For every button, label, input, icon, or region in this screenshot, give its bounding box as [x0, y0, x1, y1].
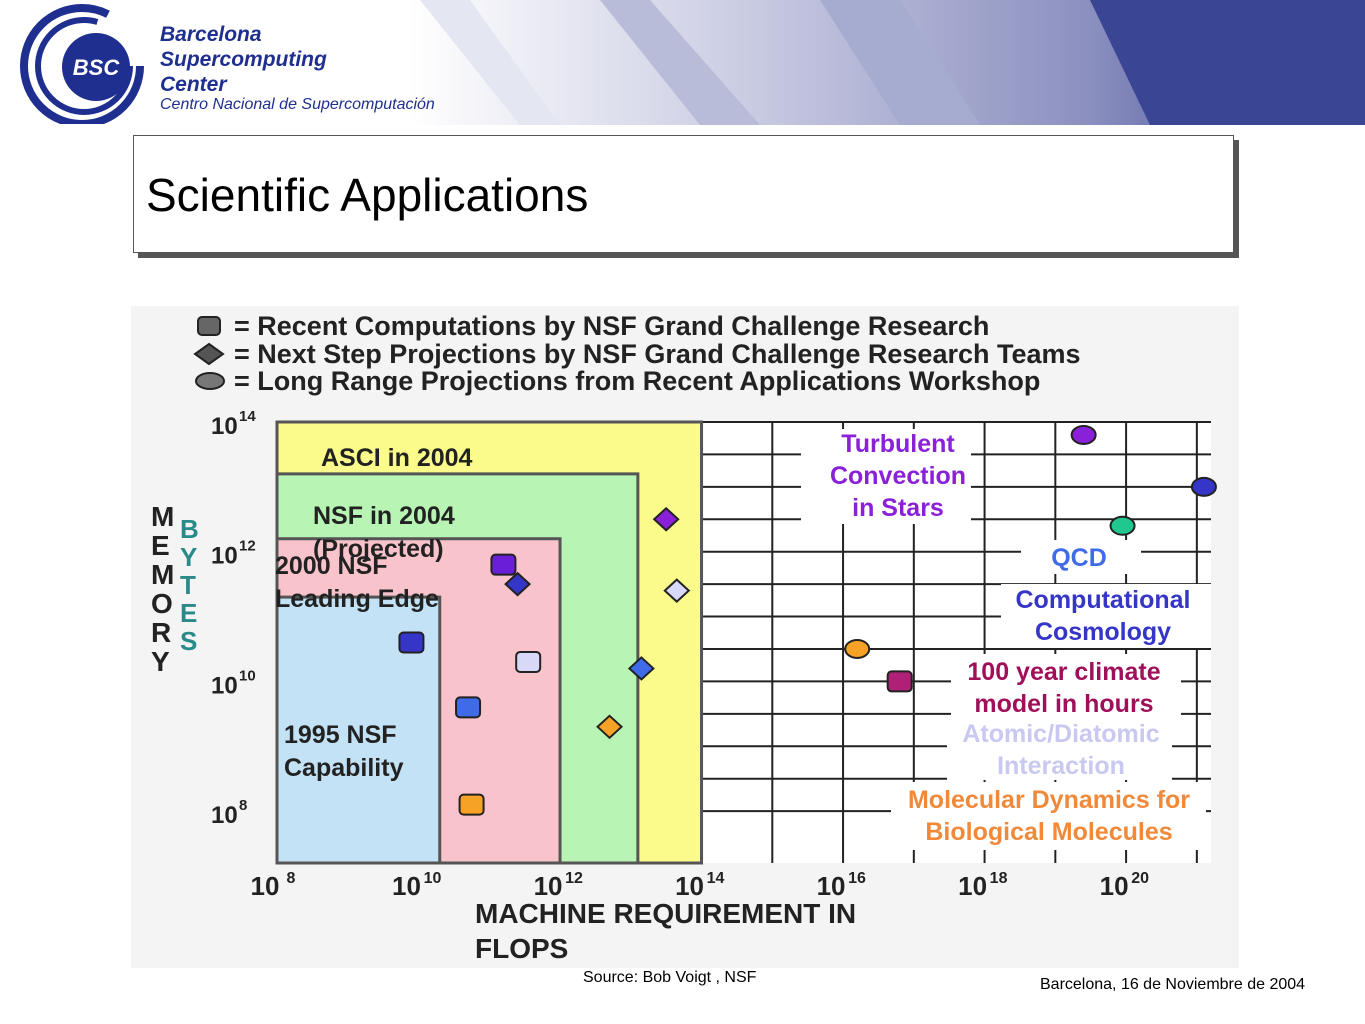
y-axis-subtitle-letter: E	[180, 598, 197, 628]
data-point-square	[490, 553, 517, 576]
data-point-square	[515, 650, 542, 673]
annotation-label: Molecular Dynamics for	[908, 786, 1190, 814]
data-point-diamond	[627, 656, 655, 681]
data-point-ellipse	[844, 638, 871, 659]
header-background	[0, 0, 1365, 125]
annotation-label: QCD	[1051, 544, 1107, 572]
x-tick-exponent: 14	[707, 870, 725, 887]
data-point-square	[398, 631, 425, 654]
data-point-diamond	[596, 714, 624, 740]
y-tick-exponent: 10	[239, 667, 256, 684]
y-axis-title-letter: M	[151, 559, 174, 590]
x-tick-label: 10	[534, 871, 563, 901]
y-axis-title-letter: E	[151, 530, 170, 561]
annotation-label: Computational	[1016, 586, 1191, 614]
region-label: Capability	[284, 754, 404, 782]
y-axis-subtitle-letter: Y	[180, 542, 197, 572]
logo-text: BSC	[73, 55, 121, 80]
title-box: Scientific Applications	[133, 135, 1234, 253]
x-tick-label: 10	[392, 871, 421, 901]
footer-date: Barcelona, 16 de Noviembre de 2004	[1040, 976, 1306, 993]
x-tick-label: 10	[251, 871, 280, 901]
y-axis-subtitle-letter: B	[180, 514, 199, 544]
org-line-2: Supercomputing	[160, 48, 327, 71]
annotation-background	[1021, 540, 1141, 574]
y-tick-exponent: 14	[239, 408, 256, 425]
chart-svg: = Recent Computations by NSF Grand Chall…	[151, 311, 1217, 964]
legend-square-marker	[197, 316, 221, 336]
annotation-label: Biological Molecules	[925, 818, 1172, 846]
legend-diamond-marker	[193, 342, 225, 366]
org-subtitle: Centro Nacional de Supercomputación	[160, 96, 435, 113]
region-label: 2000 NSF	[275, 552, 388, 580]
org-line-3: Center	[160, 73, 227, 96]
annotation-background	[947, 716, 1172, 780]
annotation-background	[801, 429, 971, 524]
annotation-label: Cosmology	[1035, 618, 1171, 646]
x-tick-label: 10	[958, 871, 987, 901]
y-axis-subtitle-letter: S	[180, 626, 197, 656]
chart-area: = Recent Computations by NSF Grand Chall…	[131, 306, 1239, 968]
legend-label: = Recent Computations by NSF Grand Chall…	[234, 311, 989, 341]
annotation-background	[891, 782, 1206, 850]
region-label: 1995 NSF	[284, 721, 397, 749]
x-axis-title: FLOPS	[475, 933, 568, 964]
y-axis-title-letter: O	[151, 588, 173, 619]
y-tick-label: 10	[211, 672, 238, 699]
annotation-label: Interaction	[997, 752, 1125, 780]
data-point-ellipse	[1190, 476, 1217, 497]
annotation-label: model in hours	[974, 690, 1153, 718]
x-tick-exponent: 12	[565, 870, 583, 887]
annotation-label: in Stars	[852, 494, 944, 522]
y-axis-title-letter: M	[151, 501, 174, 532]
y-axis-title-letter: Y	[151, 646, 170, 677]
page-title: Scientific Applications	[146, 169, 589, 221]
x-axis-title: MACHINE REQUIREMENT IN	[475, 898, 856, 929]
source-note: Source: Bob Voigt , NSF	[583, 969, 757, 986]
y-tick-exponent: 12	[239, 538, 256, 555]
x-tick-label: 10	[675, 871, 704, 901]
region-label: ASCI in 2004	[321, 444, 473, 472]
region-label: NSF in 2004	[313, 502, 455, 530]
data-point-ellipse	[1109, 515, 1136, 536]
x-tick-label: 10	[817, 871, 846, 901]
org-line-1: Barcelona	[160, 23, 262, 46]
x-tick-exponent: 20	[1131, 870, 1149, 887]
data-point-diamond	[652, 506, 680, 532]
data-point-square	[458, 793, 485, 816]
header-banner: BSC Barcelona Supercomputing Center Cent…	[0, 0, 1365, 125]
annotation-label: 100 year climate	[967, 658, 1160, 686]
y-tick-exponent: 8	[239, 797, 247, 814]
bsc-logo: BSC	[20, 4, 144, 124]
annotation-background	[951, 654, 1181, 718]
legend-label: = Long Range Projections from Recent App…	[234, 366, 1040, 396]
y-tick-label: 10	[211, 543, 238, 570]
org-name: Barcelona Supercomputing Center	[160, 22, 327, 97]
x-tick-exponent: 16	[848, 870, 866, 887]
legend-label: = Next Step Projections by NSF Grand Cha…	[234, 339, 1081, 369]
annotation-label: Convection	[830, 462, 966, 490]
data-point-square	[886, 670, 913, 693]
x-tick-exponent: 10	[424, 870, 442, 887]
annotation-background	[1001, 584, 1211, 648]
y-axis-title-letter: R	[151, 617, 171, 648]
x-tick-exponent: 18	[990, 870, 1008, 887]
region-label: (Projected)	[313, 535, 444, 563]
x-tick-label: 10	[1100, 871, 1129, 901]
data-point-square	[455, 696, 482, 719]
y-tick-label: 10	[211, 802, 238, 829]
region-label: Leading Edge	[275, 585, 439, 613]
data-point-diamond	[504, 571, 532, 597]
annotation-label: Turbulent	[841, 430, 955, 458]
y-tick-label: 10	[211, 413, 238, 440]
legend-ellipse-marker	[195, 372, 225, 390]
data-point-diamond	[663, 578, 691, 603]
data-point-ellipse	[1070, 424, 1097, 445]
y-axis-subtitle-letter: T	[180, 570, 196, 600]
x-tick-exponent: 8	[287, 870, 296, 887]
annotation-label: Atomic/Diatomic	[962, 720, 1159, 748]
